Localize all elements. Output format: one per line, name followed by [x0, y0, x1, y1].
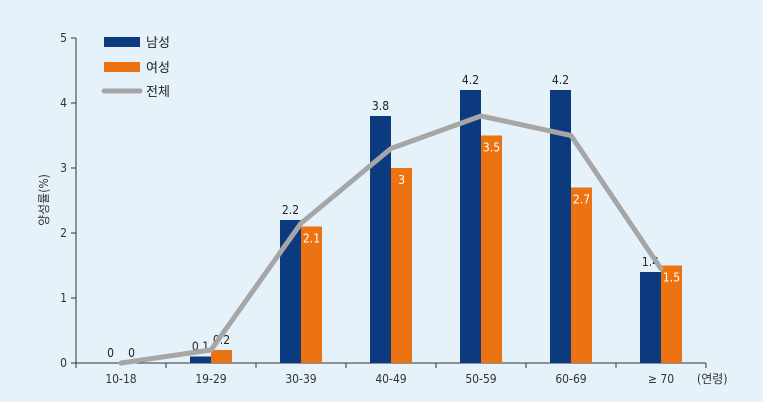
y-axis-title: 양성률(%) [37, 174, 51, 226]
legend-label-male: 남성 [146, 36, 170, 51]
bar-female [481, 135, 502, 363]
y-tick-label: 2 [60, 226, 67, 240]
x-tick-label: 30-39 [285, 372, 316, 386]
data-label-female: 0 [128, 346, 135, 360]
y-tick-label: 5 [60, 31, 67, 45]
legend-swatch-male [104, 37, 140, 47]
data-label-female: 2.1 [303, 232, 320, 246]
legend: 남성 여성 전체 [101, 36, 170, 100]
bar-male [370, 116, 391, 363]
bar-female [391, 168, 412, 363]
data-label-male: 0 [107, 346, 114, 360]
x-tick-label: 19-29 [195, 372, 226, 386]
legend-label-female: 여성 [146, 61, 170, 76]
y-tick-label: 0 [60, 356, 67, 370]
data-label-female: 1.5 [663, 271, 680, 285]
data-label-male: 2.2 [282, 203, 299, 217]
bar-female [211, 350, 232, 363]
data-label-male: 4.2 [462, 73, 479, 87]
data-label-female: 3 [398, 173, 405, 187]
bar-female [571, 187, 592, 363]
legend-swatch-female [104, 62, 140, 72]
data-label-female: 3.5 [483, 141, 500, 155]
x-tick-label: ≥ 70 [648, 372, 674, 386]
line-total [118, 113, 664, 366]
x-tick-label: 50-59 [465, 372, 496, 386]
bar-male [460, 90, 481, 363]
y-tick-label: 4 [60, 96, 67, 110]
bar-female [301, 226, 322, 363]
bar-male [190, 356, 211, 363]
bar-male [550, 90, 571, 363]
x-axis-unit-label: (연령) [697, 372, 728, 386]
data-label-female: 2.7 [573, 193, 590, 207]
bar-male [640, 272, 661, 363]
bar-male [280, 220, 301, 363]
x-tick-label: 60-69 [555, 372, 586, 386]
x-tick-label: 10-18 [105, 372, 136, 386]
x-tick-label: 40-49 [375, 372, 406, 386]
bar-female [661, 265, 682, 363]
data-label-male: 3.8 [372, 99, 389, 113]
y-tick-label: 1 [60, 291, 67, 305]
data-label-male: 4.2 [552, 73, 569, 87]
legend-label-total: 전체 [146, 85, 170, 100]
y-tick-label: 3 [60, 161, 67, 175]
